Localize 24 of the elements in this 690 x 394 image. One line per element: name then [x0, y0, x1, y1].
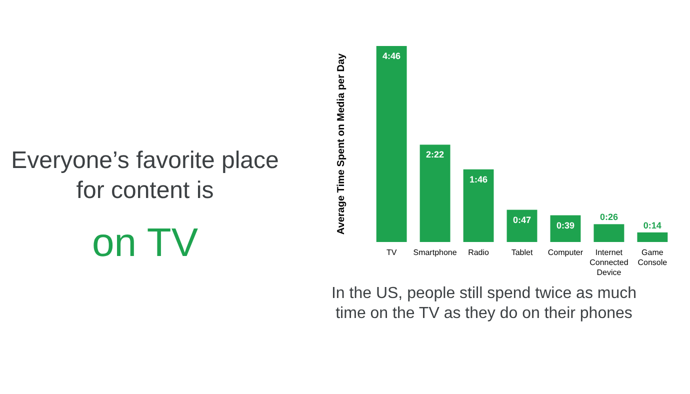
bar [463, 169, 494, 242]
bar [376, 46, 407, 242]
data-label: 2:22 [426, 150, 444, 160]
text: Everyone’s favorite place for content is [11, 147, 279, 204]
bar [637, 232, 668, 242]
x-tick-label: Computer [548, 248, 584, 257]
x-tick-label: Internet Connected Device [590, 248, 628, 277]
text: on TV [92, 221, 198, 265]
x-tick-label: Smartphone [413, 248, 458, 257]
x-tick-label: Tablet [511, 248, 534, 257]
text: In the US, people still spend twice as much time on the TV as they do on their phones [331, 285, 637, 322]
data-label: 0:14 [643, 220, 662, 230]
data-label: 0:47 [512, 214, 532, 225]
data-label: 1:46 [470, 174, 488, 184]
data-label: 0:26 [600, 212, 618, 222]
x-tick-label: TV [386, 248, 398, 257]
data-label: 0:39 [556, 220, 574, 230]
x-tick-label: Radio [468, 248, 490, 257]
bar [420, 144, 450, 242]
bar [594, 224, 624, 242]
y-axis-title: Average Time Spent on Media per Day [336, 52, 347, 235]
bar [506, 210, 538, 242]
x-tick-label: Game Console [638, 248, 668, 267]
data-label: 4:46 [382, 51, 401, 61]
